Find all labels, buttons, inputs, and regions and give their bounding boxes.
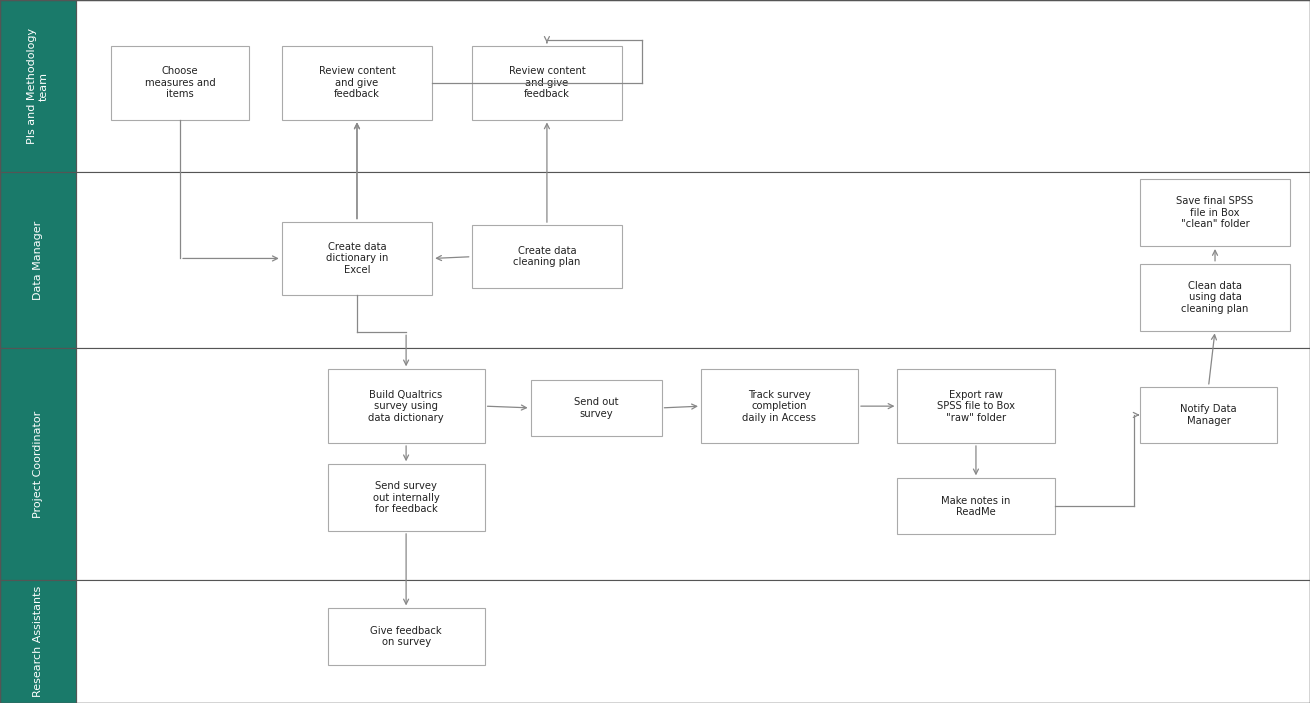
FancyBboxPatch shape	[897, 479, 1055, 535]
Text: Clean data
using data
cleaning plan: Clean data using data cleaning plan	[1182, 281, 1248, 314]
FancyBboxPatch shape	[897, 369, 1055, 443]
Text: Build Qualtrics
survey using
data dictionary: Build Qualtrics survey using data dictio…	[368, 390, 444, 423]
FancyBboxPatch shape	[328, 464, 485, 531]
Text: Data Manager: Data Manager	[33, 220, 43, 300]
FancyBboxPatch shape	[0, 0, 76, 172]
Text: Make notes in
ReadMe: Make notes in ReadMe	[942, 496, 1010, 517]
FancyBboxPatch shape	[111, 46, 249, 119]
Text: Save final SPSS
file in Box
"clean" folder: Save final SPSS file in Box "clean" fold…	[1176, 196, 1254, 230]
Text: Project Coordinator: Project Coordinator	[33, 410, 43, 518]
Text: Review content
and give
feedback: Review content and give feedback	[318, 66, 396, 100]
FancyBboxPatch shape	[0, 580, 76, 703]
Text: Send survey
out internally
for feedback: Send survey out internally for feedback	[373, 481, 439, 514]
FancyBboxPatch shape	[701, 369, 858, 443]
FancyBboxPatch shape	[1140, 387, 1277, 443]
FancyBboxPatch shape	[531, 380, 662, 436]
FancyBboxPatch shape	[282, 222, 432, 295]
FancyBboxPatch shape	[328, 369, 485, 443]
FancyBboxPatch shape	[1140, 179, 1290, 246]
FancyBboxPatch shape	[328, 609, 485, 665]
FancyBboxPatch shape	[0, 172, 76, 348]
Text: Review content
and give
feedback: Review content and give feedback	[508, 66, 586, 100]
FancyBboxPatch shape	[76, 0, 1310, 172]
FancyBboxPatch shape	[76, 348, 1310, 580]
Text: Research Assistants: Research Assistants	[33, 586, 43, 697]
Text: Give feedback
on survey: Give feedback on survey	[371, 626, 441, 647]
Text: Choose
measures and
items: Choose measures and items	[144, 66, 216, 100]
FancyBboxPatch shape	[0, 348, 76, 580]
Text: Send out
survey: Send out survey	[574, 397, 618, 419]
Text: Create data
cleaning plan: Create data cleaning plan	[514, 246, 580, 267]
Text: Create data
dictionary in
Excel: Create data dictionary in Excel	[326, 242, 388, 275]
FancyBboxPatch shape	[472, 46, 622, 119]
FancyBboxPatch shape	[472, 225, 622, 289]
FancyBboxPatch shape	[1140, 264, 1290, 331]
Text: Notify Data
Manager: Notify Data Manager	[1180, 404, 1237, 426]
Text: Track survey
completion
daily in Access: Track survey completion daily in Access	[743, 390, 816, 423]
FancyBboxPatch shape	[282, 46, 432, 119]
Text: PIs and Methodology
team: PIs and Methodology team	[28, 28, 48, 144]
FancyBboxPatch shape	[76, 580, 1310, 703]
Text: Export raw
SPSS file to Box
"raw" folder: Export raw SPSS file to Box "raw" folder	[937, 390, 1015, 423]
FancyBboxPatch shape	[76, 172, 1310, 348]
